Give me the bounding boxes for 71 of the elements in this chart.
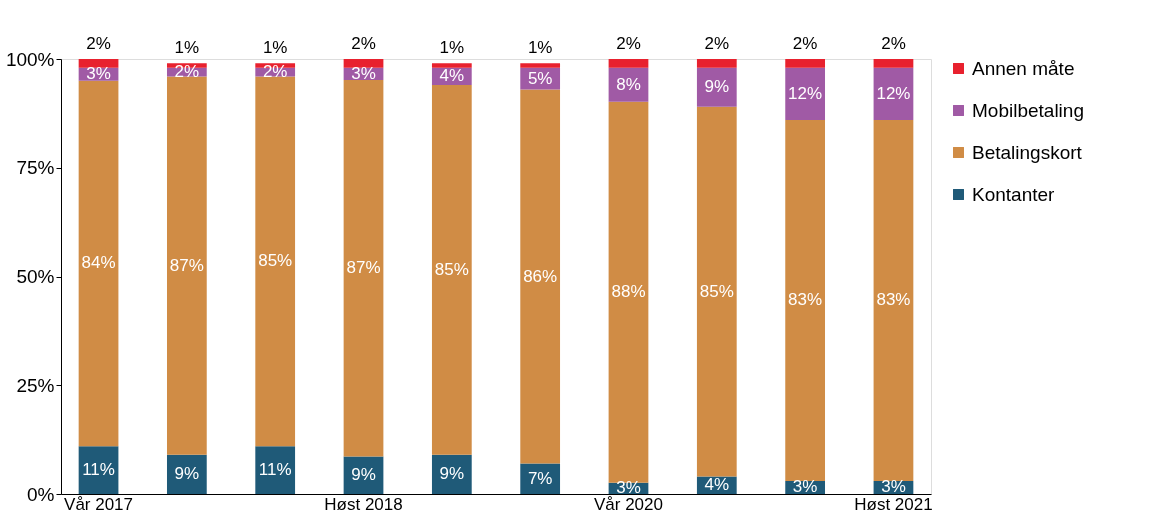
- data-label: 1%: [439, 38, 465, 58]
- bar: [608, 59, 649, 68]
- data-label: 9%: [439, 464, 465, 484]
- data-label: 85%: [434, 259, 469, 279]
- data-label: 2%: [616, 34, 641, 53]
- data-label: 9%: [174, 464, 200, 484]
- bar: [520, 89, 561, 464]
- data-label: 2%: [174, 62, 200, 82]
- data-label: 4%: [439, 66, 465, 86]
- data-label: 83%: [788, 290, 823, 310]
- data-label: 5%: [527, 68, 553, 88]
- data-label: 3%: [792, 477, 818, 497]
- bar: [608, 101, 649, 483]
- data-label: 11%: [258, 460, 292, 480]
- data-label: 2%: [262, 62, 288, 82]
- data-label: 88%: [611, 282, 646, 302]
- data-label: 7%: [527, 468, 553, 488]
- bar: [873, 119, 914, 481]
- bar: [785, 119, 826, 481]
- data-label: 12%: [876, 83, 911, 103]
- data-label: 87%: [169, 255, 204, 275]
- bar: [520, 63, 561, 68]
- data-label: 11%: [82, 460, 115, 480]
- data-label: 9%: [704, 77, 730, 97]
- y-tick-label: 0%: [27, 483, 55, 505]
- data-label: 85%: [699, 281, 734, 301]
- bar: [78, 59, 119, 68]
- data-label: 2%: [704, 34, 730, 53]
- bar: [343, 79, 384, 457]
- bar: [873, 59, 914, 68]
- legend-label: Mobilbetaling: [972, 99, 1084, 121]
- data-label: 2%: [351, 34, 376, 53]
- bar: [431, 85, 472, 455]
- bar: [255, 76, 296, 447]
- data-label: 84%: [81, 253, 116, 273]
- data-label: 83%: [876, 290, 911, 310]
- y-tick-label: 100%: [5, 48, 55, 70]
- bar: [696, 59, 737, 68]
- bar: [785, 59, 826, 68]
- legend-label: Betalingskort: [972, 141, 1083, 163]
- legend-label: Annen måte: [972, 57, 1075, 79]
- bar: [785, 67, 826, 120]
- y-tick-label: 75%: [16, 157, 55, 179]
- bar: [255, 446, 296, 494]
- x-tick-label: Vår 2017: [64, 494, 134, 513]
- y-tick-label: 50%: [16, 266, 55, 287]
- y-tick-label: 25%: [16, 374, 55, 396]
- bar: [431, 63, 472, 68]
- x-tick-label: Høst 2021: [854, 494, 933, 513]
- data-label: 4%: [704, 475, 730, 495]
- data-label: 3%: [881, 477, 906, 497]
- x-tick-label: Høst 2018: [324, 494, 403, 513]
- data-label: 86%: [523, 266, 558, 286]
- bar: [78, 80, 119, 447]
- bar: [166, 76, 207, 455]
- bar: [343, 59, 384, 68]
- data-label: 3%: [351, 63, 376, 83]
- legend-label: Kontanter: [972, 183, 1056, 205]
- data-label: 85%: [258, 251, 293, 271]
- data-label: 8%: [616, 74, 641, 94]
- data-label: 2%: [792, 34, 818, 53]
- data-label: 87%: [346, 258, 381, 278]
- data-label: 2%: [86, 34, 111, 53]
- data-label: 12%: [788, 83, 823, 103]
- data-label: 1%: [262, 38, 288, 58]
- bar: [696, 106, 737, 477]
- data-label: 2%: [881, 34, 906, 53]
- data-label: 3%: [86, 64, 111, 84]
- data-label: 1%: [174, 38, 200, 58]
- data-label: 1%: [527, 38, 553, 58]
- data-label: 9%: [351, 465, 376, 485]
